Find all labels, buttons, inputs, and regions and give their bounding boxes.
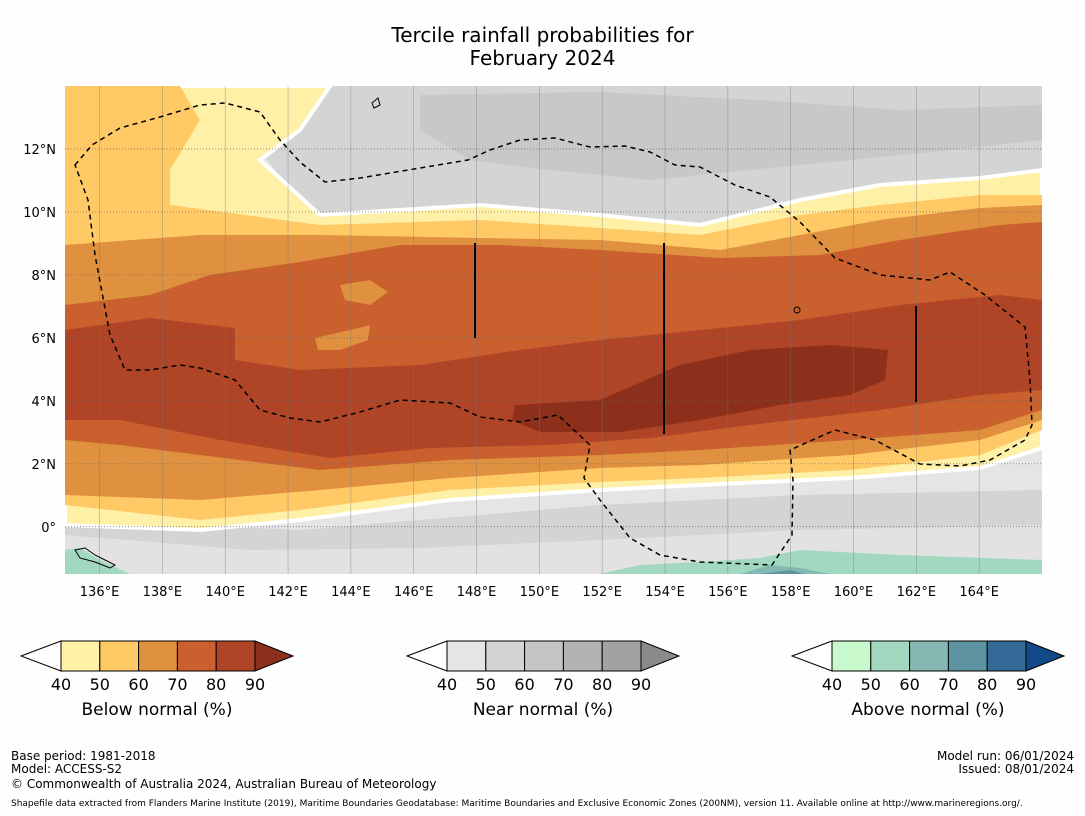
- longitude-label: 164°E: [959, 585, 999, 600]
- colorbar-tick-label: 40: [436, 675, 458, 694]
- colorbar-tick-label: 70: [553, 675, 574, 694]
- colorbar-tick-label: 90: [244, 675, 266, 694]
- footer-base-period: Base period: 1981-2018: [11, 749, 156, 763]
- colorbar-tick-label: 80: [206, 675, 227, 694]
- colorbar-tick-label: 60: [128, 675, 149, 694]
- colorbar-below-low-triangle: [20, 640, 62, 672]
- colorbar-near-normal: [406, 640, 681, 672]
- colorbar-tick-label: 70: [167, 675, 188, 694]
- colorbar-swatch: [485, 640, 526, 672]
- colorbar-near-label: Near normal (%): [472, 700, 614, 720]
- forecast-map: 136°E 138°E 140°E 142°E 144°E 146°E 148°E 150°E…: [23, 86, 1042, 600]
- region-above-60-south: [740, 565, 830, 574]
- region-above-50-south: [600, 550, 1042, 574]
- colorbar-swatch: [947, 640, 988, 672]
- colorbar-tick-label: 60: [514, 675, 535, 694]
- colorbar-above-low-triangle: [791, 640, 833, 672]
- colorbar-swatch: [524, 640, 564, 672]
- latitude-label: 10°N: [23, 206, 56, 221]
- colorbar-above-normal: [791, 640, 1066, 672]
- longitude-labels: 136°E 138°E 140°E 142°E 144°E 146°E 148°E 150°E…: [80, 585, 999, 600]
- colorbar-near-low-triangle: [406, 640, 448, 672]
- longitude-label: 150°E: [520, 585, 560, 600]
- colorbar-tick-label: 50: [475, 675, 496, 694]
- longitude-label: 156°E: [708, 585, 748, 600]
- longitude-label: 144°E: [331, 585, 371, 600]
- colorbar-tick-label: 40: [50, 675, 72, 694]
- latitude-label: 6°N: [32, 332, 57, 347]
- map-gridlines: [65, 86, 1042, 574]
- colorbar-below-label: Below normal (%): [81, 700, 233, 720]
- footer-shapefile-credit: Shapefile data extracted from Flanders M…: [11, 799, 1023, 809]
- colorbar-tick-label: 90: [630, 675, 652, 694]
- colorbar-swatch: [601, 640, 642, 672]
- footer-model-run: Model run: 06/01/2024: [936, 749, 1074, 763]
- longitude-label: 154°E: [645, 585, 685, 600]
- region-near-60-north: [420, 92, 1042, 180]
- chart-title-line1: Tercile rainfall probabilities for: [391, 23, 694, 47]
- colorbar-tick-label: 90: [1015, 675, 1037, 694]
- colorbar-above-high-triangle: [1025, 640, 1066, 672]
- latitude-label: 0°: [41, 521, 56, 536]
- colorbar-below-high-triangle: [254, 640, 295, 672]
- colorbar-tick-label: 80: [977, 675, 998, 694]
- longitude-label: 152°E: [582, 585, 622, 600]
- colorbar-tick-label: 50: [89, 675, 110, 694]
- colorbar-swatch: [909, 640, 949, 672]
- colorbar-tick-label: 60: [899, 675, 920, 694]
- longitude-label: 158°E: [771, 585, 811, 600]
- colorbar-swatch: [831, 640, 872, 672]
- colorbar-swatch: [986, 640, 1027, 672]
- longitude-label: 138°E: [143, 585, 183, 600]
- colorbar-tick-label: 50: [860, 675, 881, 694]
- colorbar-swatch: [99, 640, 140, 672]
- latitude-label: 4°N: [32, 395, 57, 410]
- colorbar-swatch: [446, 640, 487, 672]
- region-below-90: [512, 345, 888, 432]
- footer-copyright: © Commonwealth of Australia 2024, Austra…: [11, 777, 437, 791]
- longitude-label: 136°E: [80, 585, 120, 600]
- colorbar-tick-label: 70: [938, 675, 959, 694]
- colorbar-swatch: [562, 640, 603, 672]
- region-below-60-blob: [315, 325, 370, 350]
- region-above-50-west: [65, 548, 130, 574]
- colorbar-swatch: [215, 640, 256, 672]
- island-outline: [371, 97, 381, 109]
- longitude-label: 140°E: [205, 585, 245, 600]
- longitude-label: 148°E: [457, 585, 497, 600]
- latitude-labels: 12°N 10°N 8°N 6°N 4°N 2°N 0°: [23, 143, 56, 536]
- region-below-60-blob2: [340, 280, 388, 305]
- colorbar-below-normal: [20, 640, 295, 672]
- longitude-label: 160°E: [834, 585, 874, 600]
- eez-boundary: [74, 102, 1033, 566]
- colorbar-swatch: [138, 640, 178, 672]
- longitude-label: 142°E: [268, 585, 308, 600]
- latitude-label: 2°N: [32, 458, 57, 473]
- footer-issued: Issued: 08/01/2024: [958, 762, 1074, 776]
- colorbar-tick-label: 40: [821, 675, 843, 694]
- region-above-70-south: [760, 570, 805, 574]
- footer-model: Model: ACCESS-S2: [11, 762, 123, 776]
- region-below-80: [65, 295, 1042, 458]
- longitude-label: 162°E: [897, 585, 937, 600]
- colorbar-swatch: [60, 640, 101, 672]
- colorbar-tick-label: 80: [592, 675, 613, 694]
- colorbar-swatch: [176, 640, 217, 672]
- colorbar-near-high-triangle: [640, 640, 681, 672]
- latitude-label: 12°N: [23, 143, 56, 158]
- island-outline-new-guinea: [74, 547, 117, 569]
- colorbar-swatch: [870, 640, 911, 672]
- longitude-label: 146°E: [394, 585, 434, 600]
- latitude-label: 8°N: [32, 269, 57, 284]
- chart-title-line2: February 2024: [469, 46, 616, 70]
- island-outline-pohnpei: [793, 306, 801, 314]
- colorbar-above-label: Above normal (%): [851, 700, 1005, 720]
